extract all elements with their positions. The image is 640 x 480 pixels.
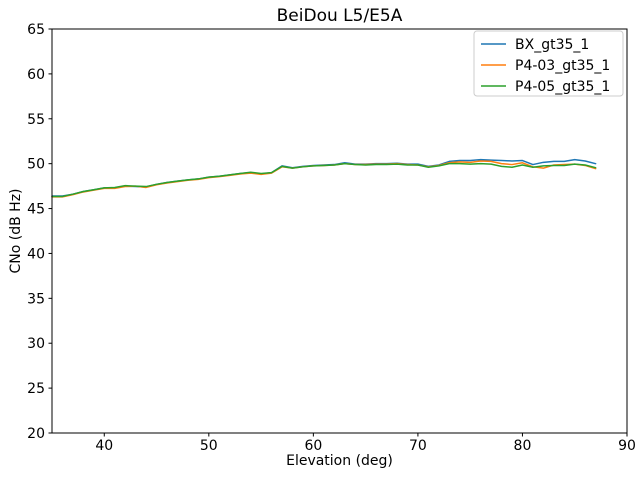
x-tick-label-40: 40 (95, 438, 113, 454)
legend-label-BX_gt35_1: BX_gt35_1 (515, 37, 589, 53)
legend: BX_gt35_1 P4-03_gt35_1 P4-05_gt35_1 (473, 30, 624, 97)
series-line-P4-05_gt35_1 (51, 162, 597, 198)
x-tick-label-60: 60 (304, 438, 322, 454)
series-lines (51, 158, 597, 198)
legend-box (473, 30, 624, 97)
y-tick-label-50: 50 (27, 157, 45, 173)
x-axis-label: Elevation (deg) (286, 453, 393, 469)
y-axis-ticks: 20 25 30 35 40 45 50 55 60 65 (27, 22, 52, 442)
x-tick-label-50: 50 (200, 438, 218, 454)
y-tick-label-40: 40 (27, 246, 45, 262)
x-tick-label-90: 90 (618, 438, 636, 454)
legend-label-P4-05_gt35_1: P4-05_gt35_1 (515, 79, 610, 95)
chart-title: BeiDou L5/E5A (277, 6, 403, 26)
legend-label-P4-03_gt35_1: P4-03_gt35_1 (515, 58, 610, 74)
y-tick-label-35: 35 (27, 291, 45, 307)
y-tick-label-55: 55 (27, 112, 45, 128)
x-tick-label-70: 70 (409, 438, 427, 454)
y-tick-label-30: 30 (27, 336, 45, 352)
y-tick-label-65: 65 (27, 22, 45, 38)
y-axis-label: CNo (dB Hz) (8, 188, 24, 273)
y-tick-label-25: 25 (27, 381, 45, 397)
y-tick-label-45: 45 (27, 202, 45, 218)
y-tick-label-20: 20 (27, 426, 45, 442)
y-tick-label-60: 60 (27, 67, 45, 83)
x-axis-ticks: 40 50 60 70 80 90 (95, 433, 636, 454)
x-tick-label-80: 80 (514, 438, 532, 454)
axes-frame (51, 28, 628, 434)
